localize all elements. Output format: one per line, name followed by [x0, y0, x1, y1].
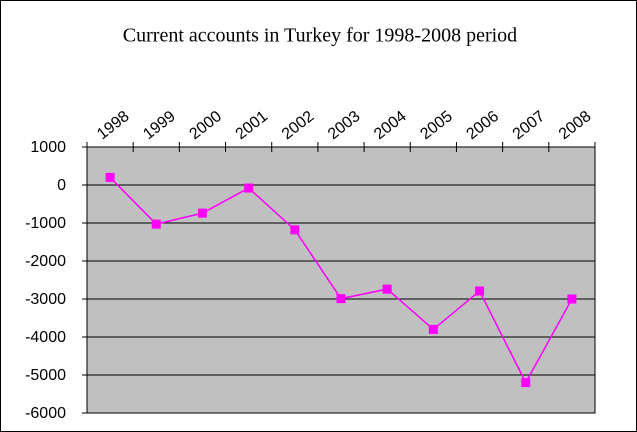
y-tick-label: -1000	[25, 215, 66, 232]
y-tick-label: -3000	[25, 291, 66, 308]
plot-area	[86, 146, 596, 414]
y-tick-label: -2000	[25, 253, 66, 270]
y-tick-label: 1000	[30, 139, 66, 156]
data-point	[428, 324, 438, 334]
data-point	[521, 378, 531, 388]
y-tick-label: 0	[57, 177, 66, 194]
data-point	[290, 225, 300, 235]
data-point	[244, 183, 254, 193]
data-point	[151, 219, 161, 229]
y-tick-label: -6000	[25, 405, 66, 422]
chart-title: Current accounts in Turkey for 1998-2008…	[123, 25, 517, 47]
data-point	[567, 294, 577, 304]
y-tick-label: -5000	[25, 367, 66, 384]
data-point	[336, 294, 346, 304]
data-point	[197, 208, 207, 218]
data-point	[475, 286, 485, 296]
data-point	[382, 284, 392, 294]
y-tick-label: -4000	[25, 329, 66, 346]
data-point	[105, 172, 115, 182]
